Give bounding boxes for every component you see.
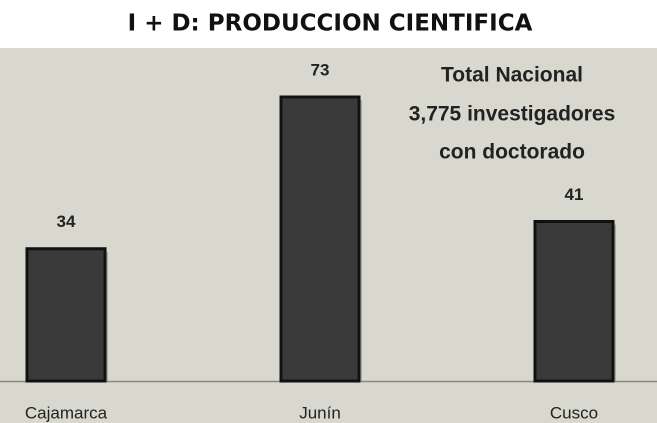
- bar: [533, 219, 615, 383]
- x-tick-label: Junín: [299, 403, 341, 422]
- annotation: 3,775 investigadores: [409, 103, 616, 126]
- data-label: 73: [311, 60, 330, 79]
- data-label: 34: [57, 212, 76, 231]
- x-tick-label: Cajamarca: [25, 403, 108, 422]
- bar: [25, 247, 107, 383]
- bar: [279, 95, 361, 383]
- annotation: con doctorado: [439, 141, 585, 164]
- chart-title: I + D: PRODUCCION CIENTIFICA: [128, 11, 533, 37]
- x-tick-label: Cusco: [550, 403, 598, 422]
- annotation: Total Nacional: [441, 64, 583, 87]
- title-band: [0, 0, 657, 48]
- data-label: 41: [565, 185, 584, 204]
